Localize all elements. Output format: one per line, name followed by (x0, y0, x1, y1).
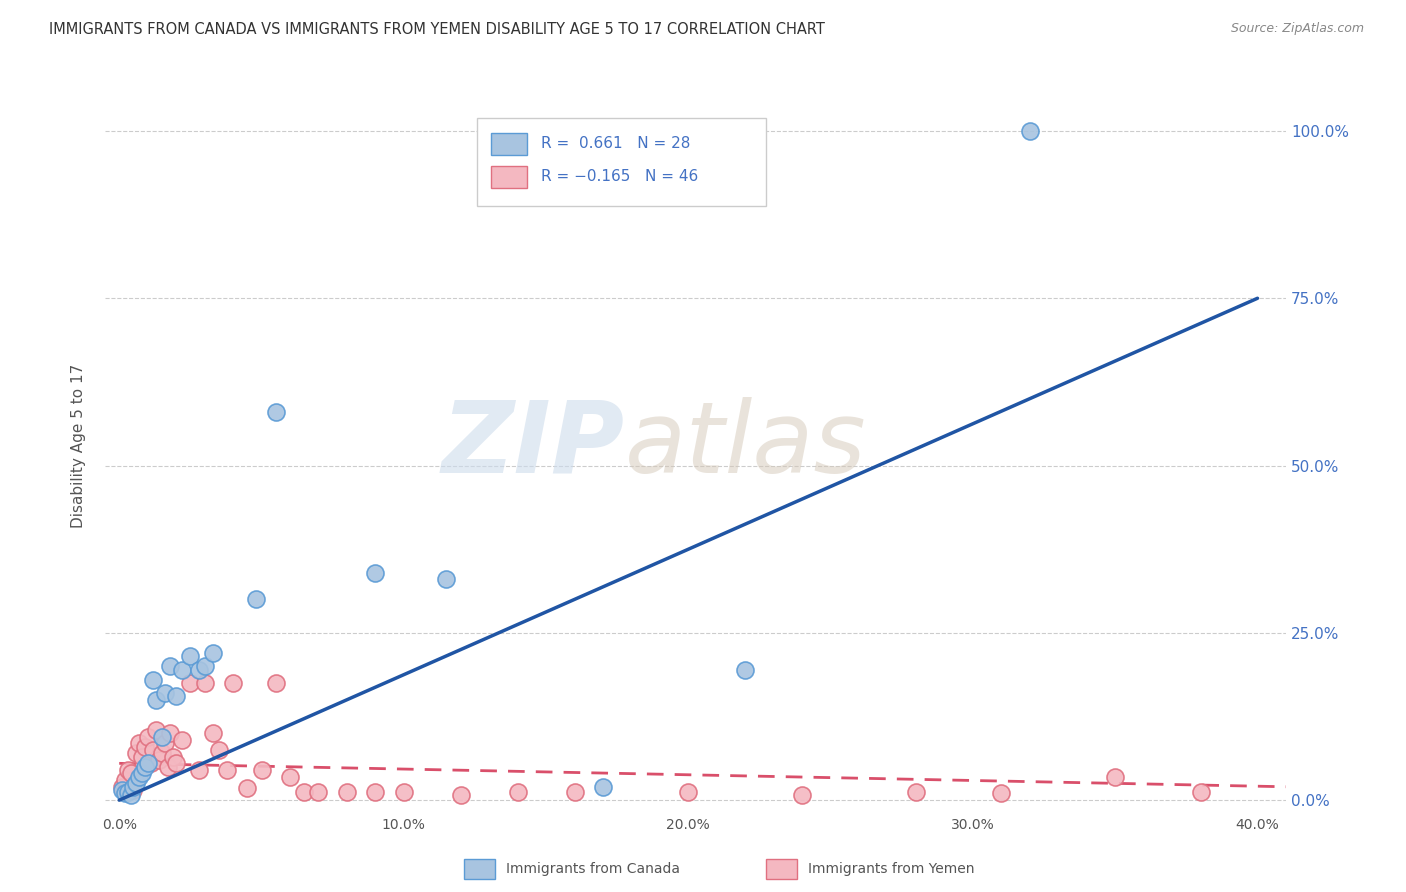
Point (165, 690, 187, 704)
FancyBboxPatch shape (491, 133, 527, 154)
Point (111, 780, 134, 794)
Point (128, 736, 150, 750)
Point (905, 785, 928, 799)
Point (170, 733, 193, 747)
Point (139, 756, 162, 771)
Point (1018, 124, 1040, 138)
Point (117, 763, 139, 777)
Point (122, 783, 145, 797)
Point (278, 770, 301, 784)
Point (307, 785, 329, 799)
Point (170, 663, 193, 677)
Point (125, 747, 148, 761)
Point (678, 785, 700, 799)
Point (208, 743, 231, 757)
Text: Immigrants from Yemen: Immigrants from Yemen (808, 862, 974, 876)
Point (114, 787, 136, 801)
Point (120, 788, 142, 802)
Point (142, 673, 165, 687)
Point (117, 785, 139, 799)
Point (128, 770, 150, 784)
Point (156, 760, 179, 774)
Point (131, 766, 153, 780)
Point (1104, 770, 1126, 784)
Point (131, 749, 153, 764)
Point (159, 726, 181, 740)
Point (179, 649, 201, 664)
Point (122, 780, 145, 794)
Point (1189, 785, 1212, 799)
FancyBboxPatch shape (477, 118, 766, 206)
Point (250, 763, 273, 777)
Point (202, 646, 225, 660)
Point (245, 592, 267, 607)
Point (506, 785, 529, 799)
Point (336, 785, 359, 799)
Point (392, 785, 415, 799)
Point (165, 756, 187, 771)
Point (236, 781, 259, 796)
Point (148, 753, 170, 767)
Point (292, 785, 315, 799)
Point (125, 776, 148, 790)
Point (136, 730, 159, 744)
Point (202, 726, 225, 740)
Point (134, 739, 156, 754)
Point (134, 760, 156, 774)
FancyBboxPatch shape (491, 166, 527, 188)
Point (111, 783, 134, 797)
Text: R =  0.661   N = 28: R = 0.661 N = 28 (541, 136, 690, 151)
Text: R = −0.165   N = 46: R = −0.165 N = 46 (541, 169, 697, 185)
Point (153, 736, 176, 750)
Point (990, 787, 1012, 801)
Text: atlas: atlas (624, 397, 866, 494)
Point (194, 676, 217, 690)
Text: ZIP: ZIP (441, 397, 624, 494)
Point (450, 788, 472, 802)
Text: IMMIGRANTS FROM CANADA VS IMMIGRANTS FROM YEMEN DISABILITY AGE 5 TO 17 CORRELATI: IMMIGRANTS FROM CANADA VS IMMIGRANTS FRO… (49, 22, 825, 37)
Y-axis label: Disability Age 5 to 17: Disability Age 5 to 17 (72, 363, 86, 527)
Point (142, 743, 165, 757)
Point (194, 659, 217, 673)
Point (153, 686, 176, 700)
Point (592, 780, 614, 794)
Text: Source: ZipAtlas.com: Source: ZipAtlas.com (1230, 22, 1364, 36)
Point (436, 572, 458, 586)
Point (120, 766, 142, 780)
Point (734, 663, 756, 677)
Point (264, 676, 287, 690)
Point (217, 763, 239, 777)
Point (159, 659, 181, 673)
Point (145, 693, 167, 707)
Point (187, 763, 209, 777)
Point (145, 723, 167, 737)
Point (364, 785, 387, 799)
Point (564, 785, 586, 799)
Point (150, 747, 173, 761)
Text: Immigrants from Canada: Immigrants from Canada (506, 862, 681, 876)
Point (150, 730, 173, 744)
Point (264, 405, 287, 419)
Point (179, 676, 201, 690)
Point (136, 756, 159, 771)
Point (162, 749, 184, 764)
Point (364, 566, 387, 580)
Point (187, 663, 209, 677)
Point (114, 773, 136, 788)
Point (222, 676, 245, 690)
Point (792, 788, 814, 802)
